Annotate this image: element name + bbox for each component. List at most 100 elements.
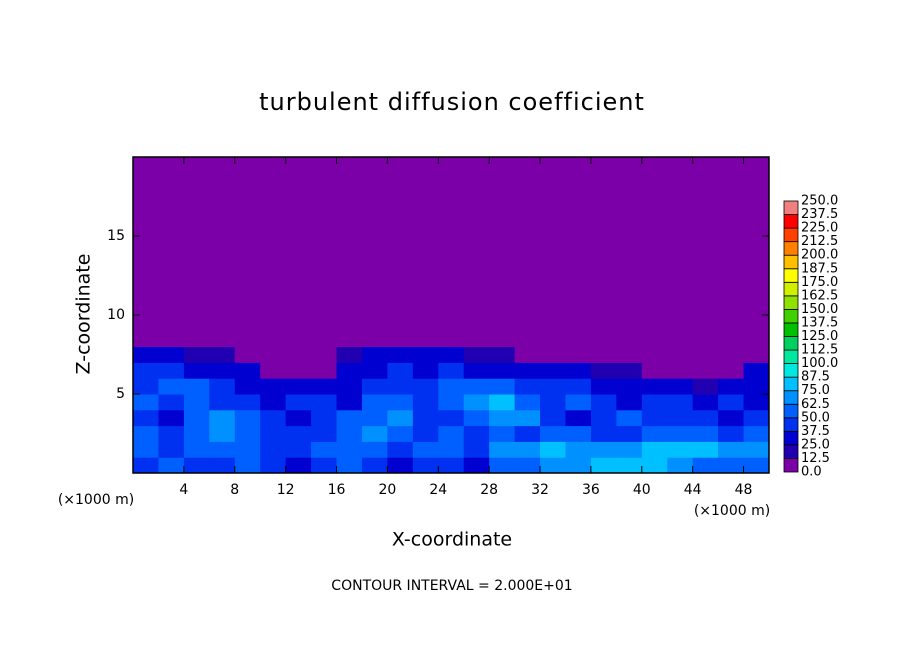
cell <box>718 330 745 348</box>
colorbar-label: 0.0 <box>801 465 822 480</box>
cell <box>412 394 439 411</box>
cell <box>489 425 516 442</box>
cell <box>641 330 668 348</box>
cell <box>336 157 363 332</box>
cell <box>641 362 668 379</box>
cell <box>260 157 287 332</box>
cell <box>361 346 388 363</box>
cell <box>692 425 719 442</box>
cell <box>158 378 185 395</box>
colorbar-swatch <box>783 268 799 283</box>
colorbar-label: 12.5 <box>801 451 830 466</box>
cell <box>743 441 770 458</box>
cell <box>412 330 439 348</box>
cell <box>718 409 745 427</box>
cell <box>336 362 363 379</box>
cell <box>667 441 694 458</box>
cell <box>667 346 694 363</box>
colorbar-swatch <box>783 227 799 243</box>
x-tick-label: 4 <box>179 482 188 498</box>
cell <box>260 457 287 474</box>
cell <box>158 441 185 458</box>
cell <box>438 378 465 395</box>
colorbar-label: 25.0 <box>801 437 830 452</box>
cell <box>718 346 745 363</box>
cell <box>361 362 388 379</box>
cell <box>209 394 236 411</box>
cell <box>514 362 541 379</box>
x-tick-label: 12 <box>277 482 295 498</box>
cell <box>641 457 668 474</box>
y-tick-label: 15 <box>107 228 125 244</box>
y-unit: (×1000 m) <box>58 492 134 508</box>
colorbar-swatch <box>783 295 799 310</box>
colorbar-swatch <box>783 458 799 473</box>
cell <box>692 157 719 332</box>
cell <box>590 457 617 474</box>
cell <box>438 330 465 348</box>
cell <box>743 457 770 474</box>
cell <box>260 346 287 363</box>
cell <box>489 457 516 474</box>
cell <box>616 425 643 442</box>
cell <box>514 457 541 474</box>
cell <box>667 409 694 427</box>
colorbar-label: 50.0 <box>801 410 830 425</box>
cell <box>260 425 287 442</box>
colorbar-label: 212.5 <box>801 234 838 249</box>
cell <box>489 409 516 427</box>
cell <box>565 409 592 427</box>
cell <box>361 409 388 427</box>
colorbar-label: 237.5 <box>801 207 838 222</box>
cell <box>311 457 338 474</box>
cell <box>412 441 439 458</box>
cell <box>718 157 745 332</box>
cell <box>540 362 566 379</box>
cell <box>718 362 745 379</box>
cell <box>463 362 490 379</box>
cell <box>641 378 668 395</box>
cell <box>336 457 363 474</box>
cell <box>438 441 465 458</box>
cell <box>133 394 159 411</box>
cell <box>209 409 236 427</box>
cell <box>692 330 719 348</box>
cell <box>336 394 363 411</box>
colorbar-label: 125.0 <box>801 329 838 344</box>
colorbar-label: 250.0 <box>801 194 838 209</box>
cell <box>743 409 770 427</box>
colorbar-swatch <box>783 403 799 419</box>
cell <box>387 441 414 458</box>
cell <box>667 378 694 395</box>
cell <box>336 330 363 348</box>
cell <box>234 394 261 411</box>
cell <box>285 425 312 442</box>
cell <box>234 457 261 474</box>
cell <box>133 330 159 348</box>
cell <box>234 409 261 427</box>
cell <box>641 425 668 442</box>
cell <box>361 457 388 474</box>
cell <box>463 346 490 363</box>
cell <box>540 425 566 442</box>
cell <box>540 346 566 363</box>
cell <box>285 394 312 411</box>
colorbar-label: 200.0 <box>801 248 838 263</box>
cell <box>361 157 388 332</box>
cell <box>438 157 465 332</box>
cell <box>387 394 414 411</box>
cell <box>260 409 287 427</box>
cell <box>463 441 490 458</box>
cell <box>692 394 719 411</box>
cell <box>133 346 159 363</box>
cell <box>667 362 694 379</box>
cell <box>590 330 617 348</box>
colorbar-label: 87.5 <box>801 370 830 385</box>
cell <box>412 425 439 442</box>
cell <box>590 378 617 395</box>
cell <box>514 441 541 458</box>
cell <box>387 457 414 474</box>
cell <box>540 330 566 348</box>
cell <box>387 330 414 348</box>
cell <box>616 441 643 458</box>
